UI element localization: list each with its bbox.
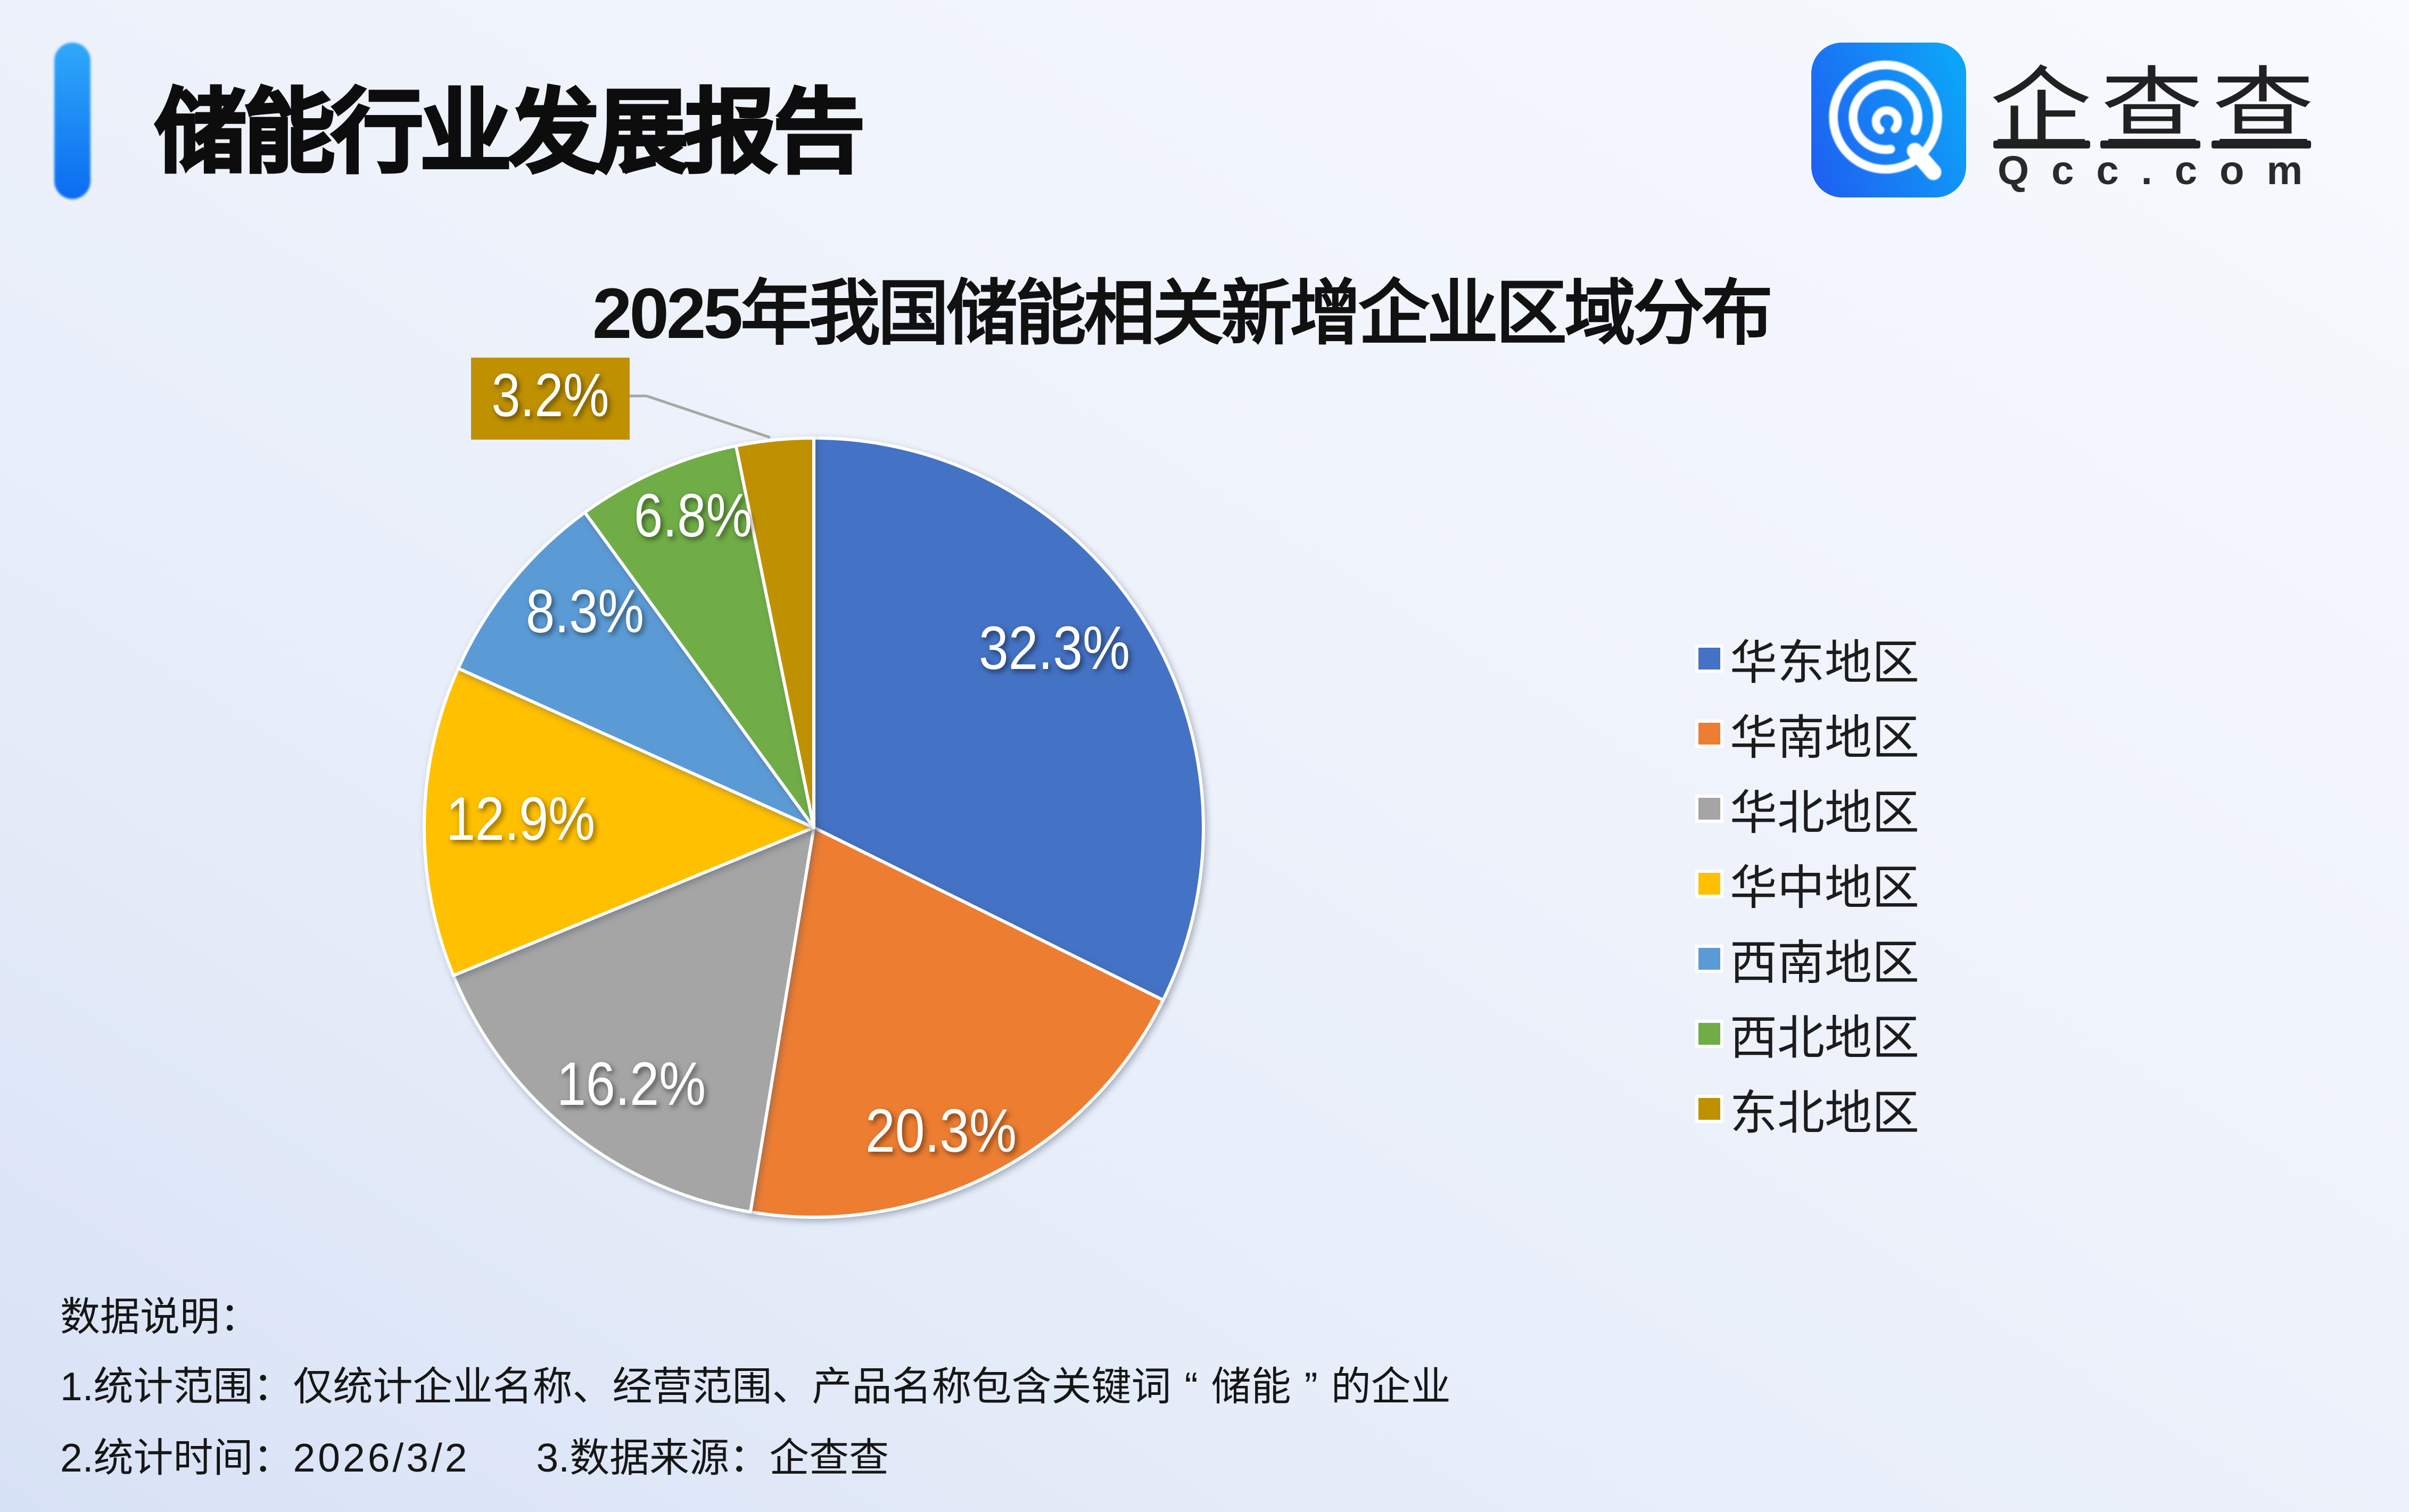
- svg-text:20.3%: 20.3%: [865, 1097, 1017, 1165]
- svg-text:6.8%: 6.8%: [634, 482, 752, 550]
- svg-text:12.9%: 12.9%: [446, 785, 595, 853]
- svg-text:3.2%: 3.2%: [492, 361, 609, 429]
- svg-text:8.3%: 8.3%: [526, 577, 644, 646]
- svg-text:16.2%: 16.2%: [557, 1050, 706, 1118]
- svg-text:32.3%: 32.3%: [979, 614, 1130, 682]
